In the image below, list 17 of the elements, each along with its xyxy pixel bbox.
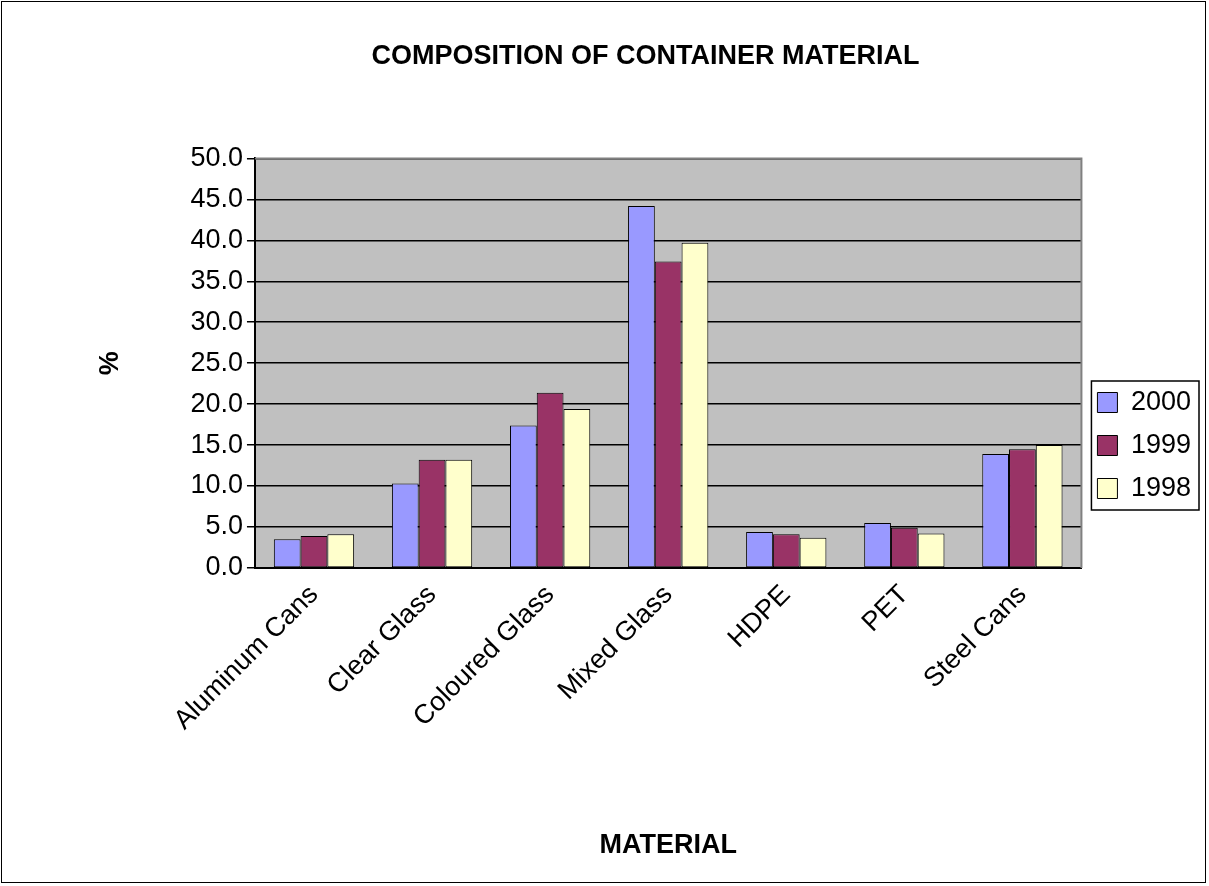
- y-axis-title: %: [93, 351, 124, 376]
- legend-label: 1998: [1130, 471, 1192, 502]
- y-tick-label: 40.0: [190, 223, 243, 254]
- y-tick-label: 0.0: [205, 551, 243, 582]
- y-tick-label: 25.0: [190, 346, 243, 377]
- y-tick-label: 45.0: [190, 182, 243, 213]
- y-tick-label: 5.0: [205, 510, 243, 541]
- legend-label: 1999: [1130, 428, 1192, 459]
- y-tick-label: 50.0: [190, 141, 243, 172]
- chart-title: COMPOSITION OF CONTAINER MATERIAL: [371, 39, 920, 70]
- y-tick-label: 20.0: [190, 387, 243, 418]
- legend-label: 2000: [1130, 385, 1192, 416]
- y-tick-label: 10.0: [190, 469, 243, 500]
- x-axis-title: MATERIAL: [599, 829, 737, 860]
- y-tick-label: 35.0: [190, 264, 243, 295]
- y-tick-label: 15.0: [190, 428, 243, 459]
- y-tick-label: 30.0: [190, 305, 243, 336]
